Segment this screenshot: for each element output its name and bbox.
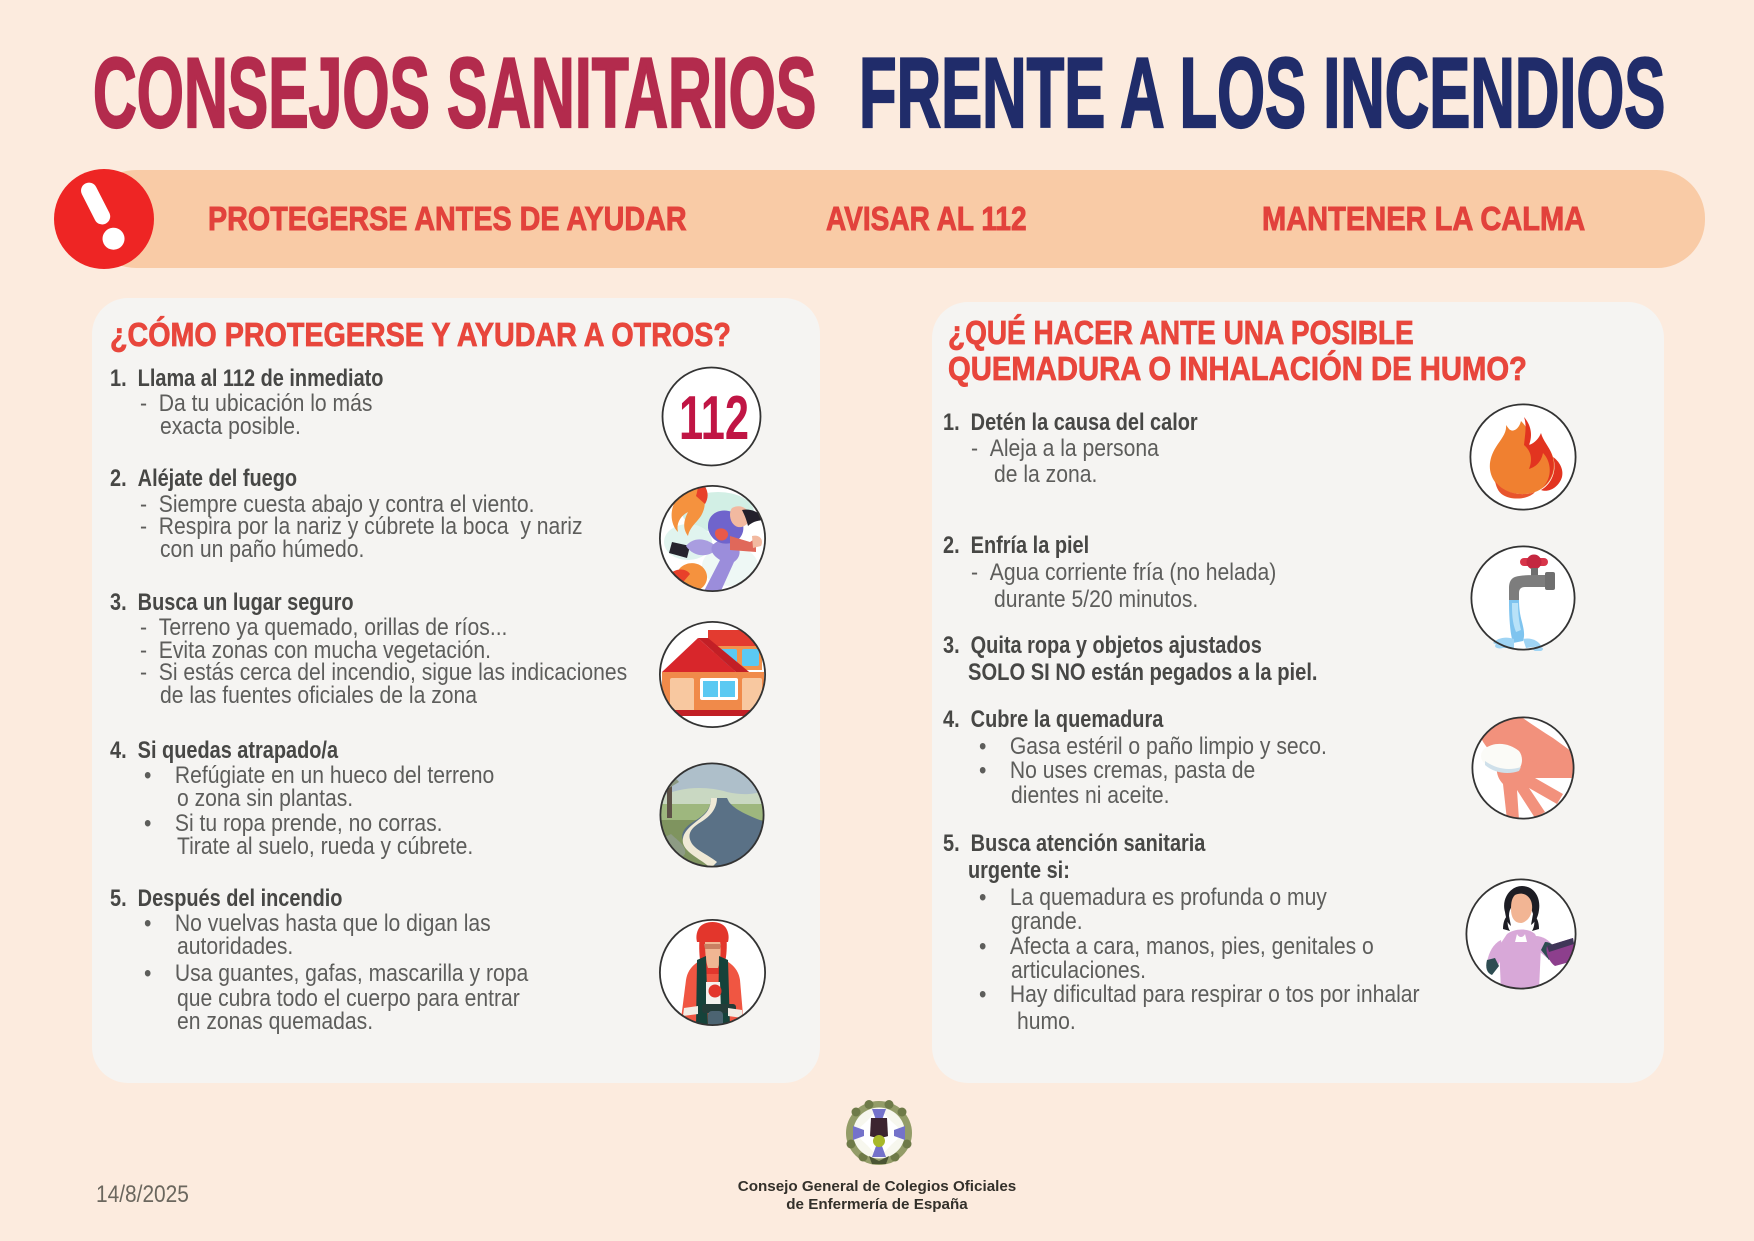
svg-text:112: 112 <box>679 385 749 453</box>
